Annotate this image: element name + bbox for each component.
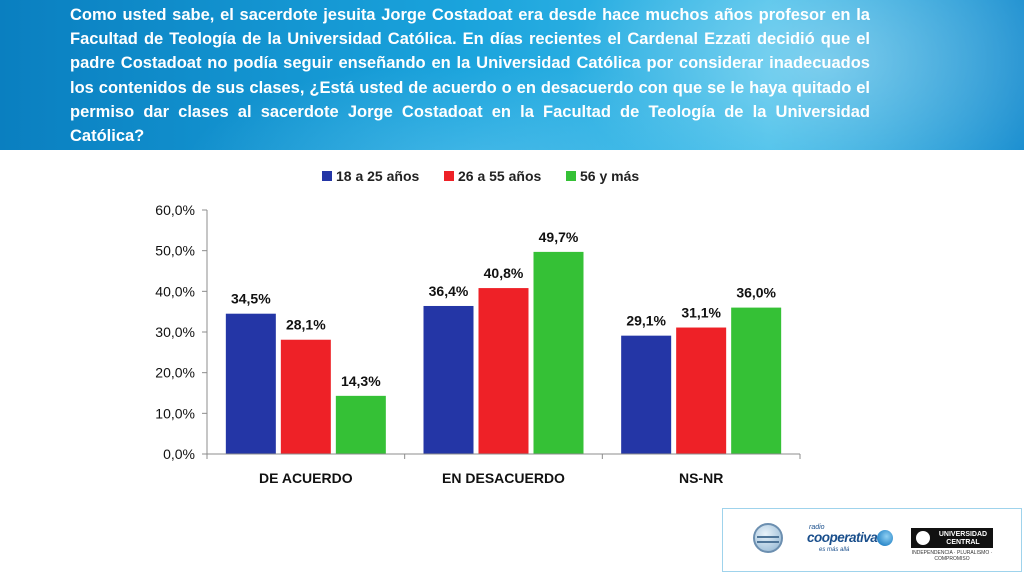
bar xyxy=(533,251,584,454)
radio-cooperativa-logo: radio cooperativa es más allá xyxy=(807,524,897,558)
bar-series: 34,5% 28,1% 14,3% 36,4% 40,8% 49,7% 29,1% 31,1%… xyxy=(225,229,782,454)
legend-label: 26 a 55 años xyxy=(458,168,541,184)
data-label: 28,1% xyxy=(286,317,326,333)
legend-label: 56 y más xyxy=(580,168,639,184)
header-glow xyxy=(564,0,1024,150)
y-tick-label: 40,0% xyxy=(155,283,195,299)
survey-question: Como usted sabe, el sacerdote jesuita Jo… xyxy=(70,6,870,146)
globe-logo-icon xyxy=(753,523,783,553)
university-emblem-icon xyxy=(916,531,930,545)
bar xyxy=(280,339,331,454)
data-label: 36,0% xyxy=(736,285,776,301)
bar xyxy=(423,305,474,454)
bar xyxy=(335,395,386,454)
x-axis: DE ACUERDO EN DESACUERDO NS-NR xyxy=(206,453,801,486)
data-label: 14,3% xyxy=(341,373,381,389)
question-header: Como usted sabe, el sacerdote jesuita Jo… xyxy=(0,0,1024,150)
y-tick-label: 50,0% xyxy=(155,243,195,259)
legend-swatch xyxy=(322,171,332,181)
bar xyxy=(676,327,727,454)
university-motto: INDEPENDENCIA · PLURALISMO · COMPROMISO xyxy=(911,550,993,562)
bar xyxy=(621,335,672,454)
radio-tagline: es más allá xyxy=(819,547,850,553)
y-tick-label: 30,0% xyxy=(155,324,195,340)
category-label: EN DESACUERDO xyxy=(442,470,565,486)
data-label: 31,1% xyxy=(681,305,721,321)
category-label: DE ACUERDO xyxy=(259,470,353,486)
data-label: 36,4% xyxy=(429,283,469,299)
y-tick-label: 10,0% xyxy=(155,405,195,421)
chart-legend: 18 a 25 años 26 a 55 años 56 y más xyxy=(322,168,639,184)
sponsor-logos: radio cooperativa es más allá UNIVERSIDA… xyxy=(722,508,1022,572)
legend-swatch xyxy=(566,171,576,181)
y-tick-label: 0,0% xyxy=(163,446,195,462)
y-tick-label: 60,0% xyxy=(155,202,195,218)
university-name: UNIVERSIDAD CENTRAL xyxy=(938,531,988,546)
bar xyxy=(731,307,782,454)
data-label: 49,7% xyxy=(539,229,579,245)
universidad-central-logo: UNIVERSIDAD CENTRAL xyxy=(911,528,993,548)
bar xyxy=(478,288,529,454)
radio-name: cooperativa xyxy=(807,530,878,545)
category-label: NS-NR xyxy=(679,470,723,486)
y-tick-label: 20,0% xyxy=(155,365,195,381)
data-label: 40,8% xyxy=(484,265,524,281)
legend-label: 18 a 25 años xyxy=(336,168,419,184)
bar-chart: 18 a 25 años 26 a 55 años 56 y más 0,0% 10,… xyxy=(155,168,801,486)
data-label: 29,1% xyxy=(626,313,666,329)
y-axis: 0,0% 10,0% 20,0% 30,0% 40,0% 50,0% 60,0% xyxy=(155,202,208,462)
swoosh-icon xyxy=(877,530,893,546)
data-label: 34,5% xyxy=(231,291,271,307)
radio-small-label: radio xyxy=(809,524,825,531)
legend-swatch xyxy=(444,171,454,181)
bar xyxy=(225,313,276,454)
